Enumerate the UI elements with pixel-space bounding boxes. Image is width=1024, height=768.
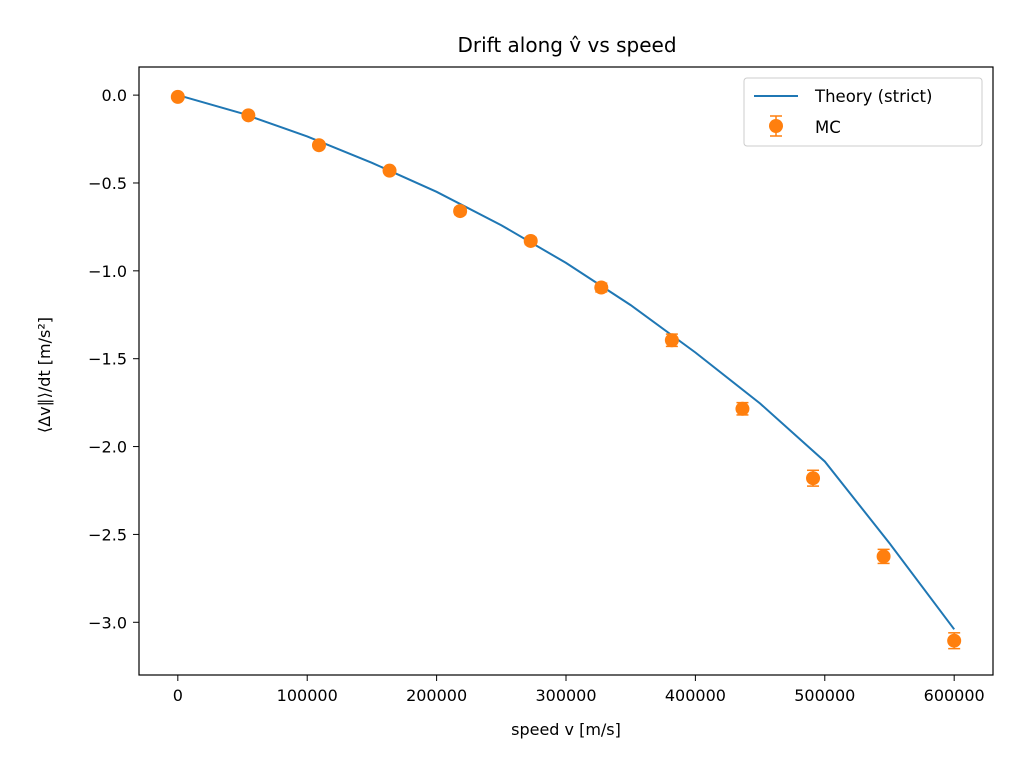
- mc-point: [806, 471, 821, 486]
- x-tick-label: 200000: [406, 686, 467, 705]
- mc-point: [170, 89, 185, 104]
- legend-mc-label: MC: [815, 118, 841, 137]
- chart-title: Drift along v̂ vs speed: [457, 33, 676, 57]
- y-axis-label: ⟨Δv∥⟩/dt [m/s²]: [35, 317, 54, 433]
- plot-area: 0 100000 200000 300000 400000 500000 600000 0.0…: [88, 66, 994, 705]
- x-tick-label: 600000: [924, 686, 985, 705]
- x-axis-label: speed v [m/s]: [511, 720, 621, 739]
- legend-box: [743, 77, 983, 147]
- mc-point: [523, 233, 538, 248]
- mc-point: [947, 633, 962, 648]
- y-tick-label: −3.0: [88, 613, 127, 632]
- mc-point: [453, 204, 468, 219]
- mc-point: [241, 108, 256, 123]
- legend-mc-swatch: [769, 115, 783, 137]
- x-tick-label: 100000: [277, 686, 338, 705]
- y-tick-label: −1.5: [88, 350, 127, 369]
- y-tick-label: 0.0: [102, 86, 127, 105]
- mc-point: [735, 401, 750, 416]
- legend-theory-label: Theory (strict): [814, 87, 932, 106]
- legend-mc-marker: [769, 119, 783, 133]
- mc-point: [664, 333, 679, 348]
- y-tick-label: −2.5: [88, 525, 127, 544]
- x-tick-label: 0: [173, 686, 183, 705]
- x-tick-label: 500000: [794, 686, 855, 705]
- legend: Theory (strict) MC: [743, 77, 983, 147]
- x-tick-label: 300000: [535, 686, 596, 705]
- y-tick-label: −2.0: [88, 438, 127, 457]
- theory-line: [177, 94, 955, 630]
- mc-point: [594, 280, 609, 295]
- y-tick-label: −1.0: [88, 262, 127, 281]
- mc-point: [382, 163, 397, 178]
- y-tick-label: −0.5: [88, 174, 127, 193]
- axes-frame: [138, 66, 994, 676]
- mc-point: [876, 549, 891, 564]
- x-tick-label: 400000: [665, 686, 726, 705]
- mc-point: [311, 138, 326, 153]
